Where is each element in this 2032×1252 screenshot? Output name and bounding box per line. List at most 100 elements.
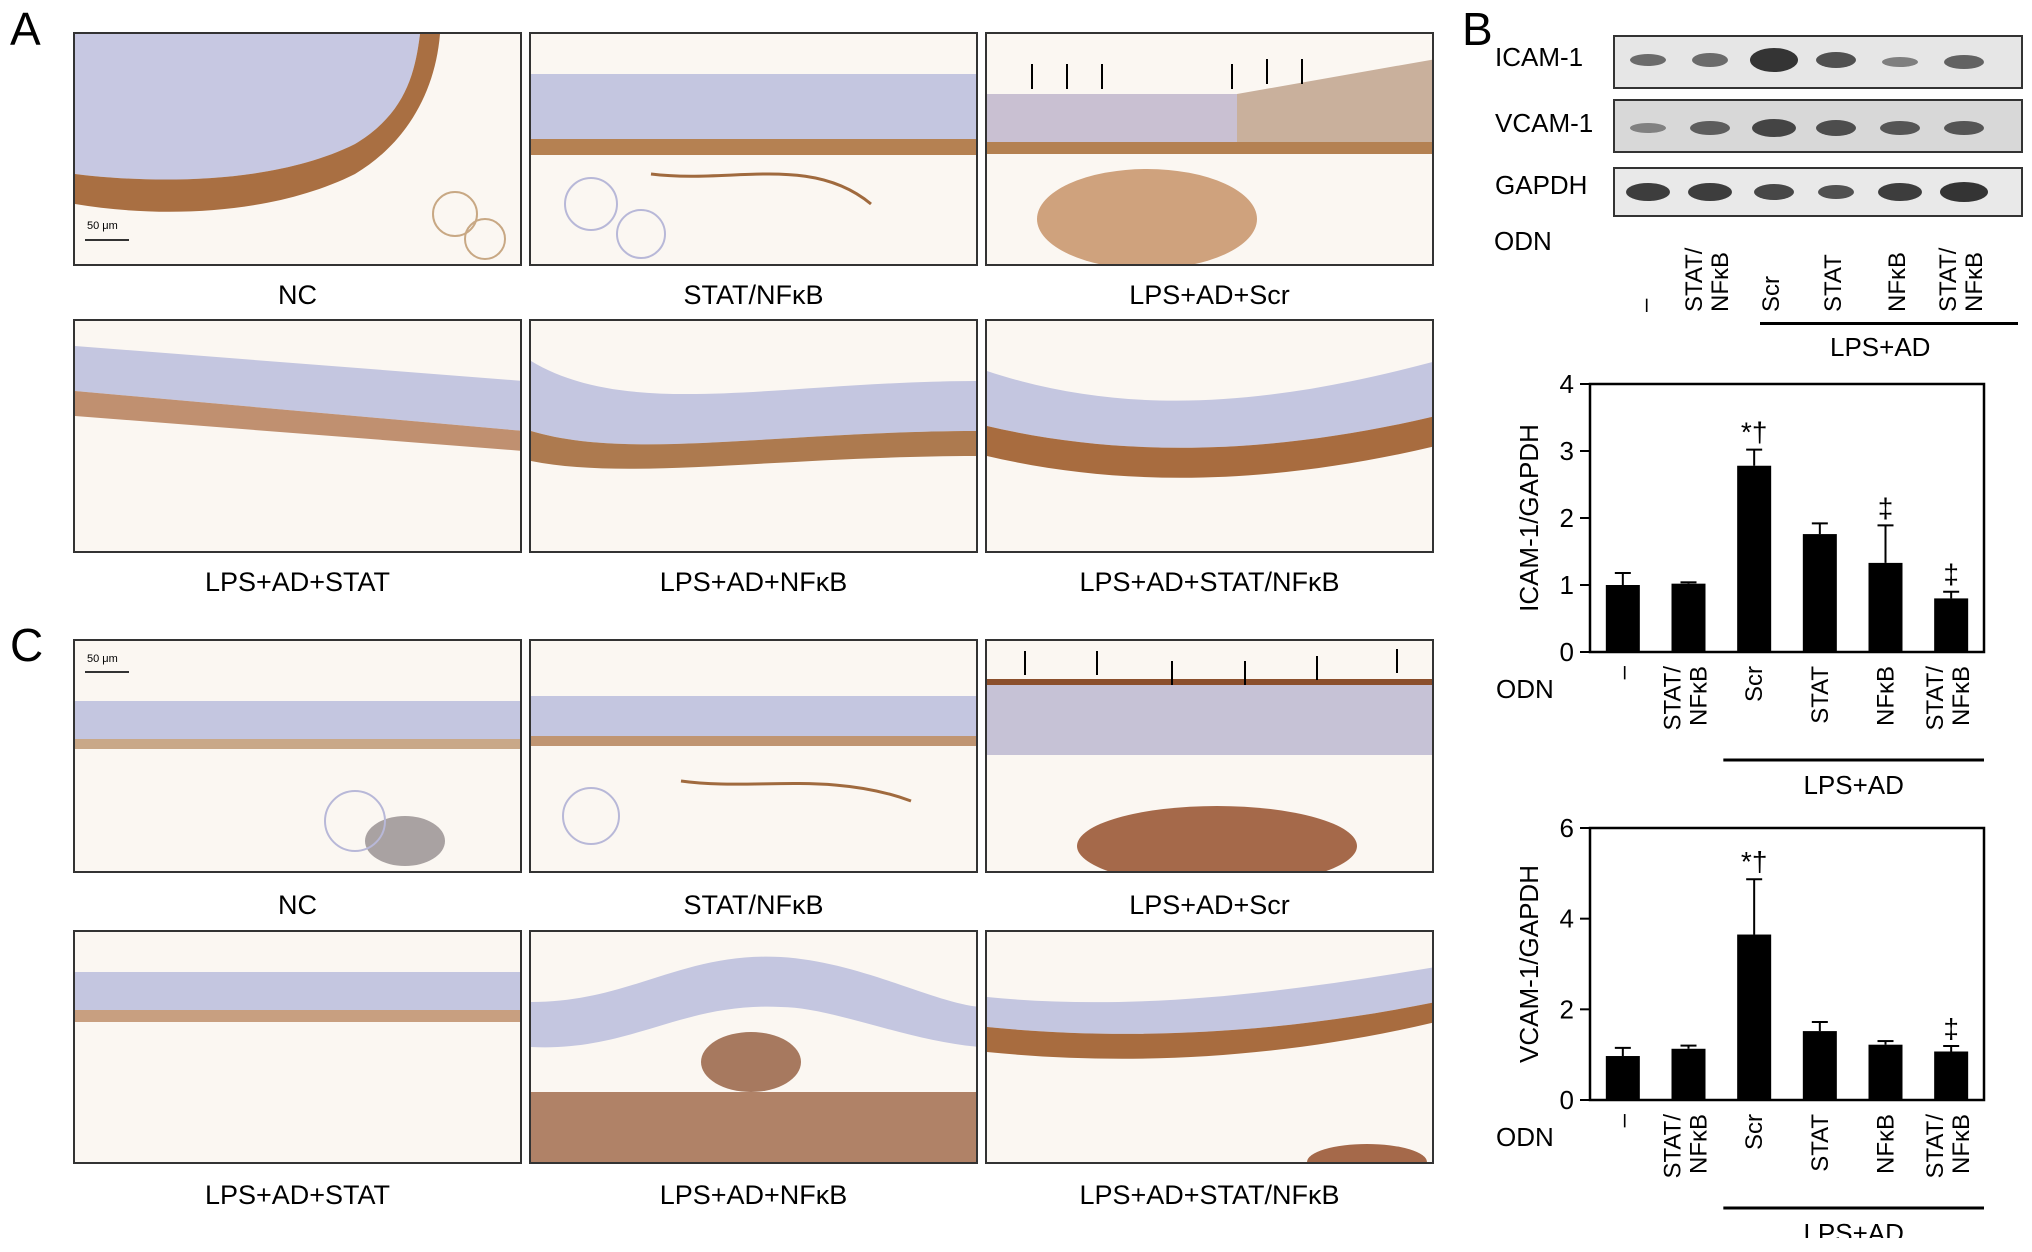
odn-label: ODN (1496, 1122, 1554, 1152)
y-tick-label: 0 (1560, 1085, 1574, 1115)
x-tick-label-line: STAT/ (1922, 666, 1949, 731)
scale-bar-label: 50 μm (87, 220, 118, 232)
x-tick-label-line: NFκB (1686, 1114, 1713, 1174)
y-tick-label: 4 (1560, 904, 1574, 934)
histology-texture (531, 74, 976, 259)
x-tick-label: STAT/NFκB (1922, 666, 1975, 731)
x-tick-label-line: NFκB (1948, 1114, 1975, 1174)
x-tick-label-line: STAT (1807, 666, 1834, 724)
western-blot (1613, 35, 2023, 217)
y-axis-label: ICAM-1/GAPDH (1514, 424, 1544, 612)
caption-a-5: LPS+AD+NFκB (659, 567, 848, 597)
histology-texture (987, 967, 1432, 1162)
y-tick-label: 2 (1560, 994, 1574, 1024)
vcam-bar-chart: 0 2 4 6 VCAM-1/GAPDH – STAT/NFκB *† Scr STAT NFκB ‡… (1496, 818, 1986, 1238)
x-tick-label: Scr (1741, 1114, 1768, 1150)
y-tick-label: 1 (1560, 570, 1574, 600)
histology-texture (531, 361, 976, 469)
panel-label-c: C (10, 619, 44, 671)
histology-texture (531, 696, 976, 845)
x-tick-label-line: STAT/ (1922, 1114, 1949, 1179)
bar (1868, 1044, 1903, 1100)
caption-a-1: NC (278, 280, 317, 310)
histology-texture (75, 346, 520, 451)
odn-label: ODN (1496, 674, 1554, 704)
x-tick-label: – (1610, 1113, 1637, 1127)
x-tick-label-line: STAT/ (1660, 666, 1687, 731)
blot-label-vcam1: VCAM-1 (1495, 108, 1594, 138)
histology-texture (987, 362, 1432, 478)
x-tick-label-line: – (1610, 665, 1637, 679)
caption-c-2: STAT/NFκB (683, 890, 824, 920)
x-tick-label: STAT/NFκB (1660, 1114, 1713, 1179)
icam-bar-chart: 0 1 2 3 4 ICAM-1/GAPDH – STAT/NFκB *† Scr STAT ‡ NFκ… (1496, 369, 1986, 800)
histology-image-c-lps-ad-stat (73, 930, 522, 1164)
x-tick-label: STAT/NFκB (1660, 666, 1713, 731)
histology-image-c-lps-ad-nfkb (529, 930, 978, 1164)
caption-c-4: LPS+AD+STAT (204, 1180, 391, 1210)
blot-lane-label: STAT/NFκB (1935, 247, 1988, 312)
x-tick-label-line: STAT/ (1660, 1114, 1687, 1179)
blot-lane-label: NFκB (1884, 252, 1911, 312)
histology-image-a-nc: 50 μm (73, 32, 522, 266)
x-tick-label: Scr (1741, 666, 1768, 702)
panel-label-b: B (1462, 3, 1493, 55)
x-tick-label: STAT/NFκB (1922, 1114, 1975, 1179)
histology-image-a-lps-ad-stat (73, 319, 522, 553)
bar (1802, 534, 1837, 652)
y-tick-label: 0 (1560, 637, 1574, 667)
plot-frame (1588, 382, 1986, 654)
y-tick-label: 6 (1560, 818, 1574, 843)
histology-texture (75, 701, 520, 866)
blot-lane-label: – (1632, 298, 1659, 312)
x-tick-label-line: NFκB (1948, 666, 1975, 726)
histology-image-a-lps-ad-scr (985, 32, 1434, 266)
scale-bar (85, 239, 129, 241)
x-tick-label: NFκB (1873, 1114, 1900, 1174)
histology-texture (531, 956, 976, 1162)
caption-c-6: LPS+AD+STAT/NFκB (1079, 1180, 1340, 1210)
histology-texture (987, 59, 1432, 264)
y-tick-label: 2 (1560, 503, 1574, 533)
group-label-blot: LPS+AD (1830, 332, 1931, 362)
y-tick-label: 4 (1560, 369, 1574, 399)
panel-label-a: A (10, 3, 41, 55)
histology-image-a-lps-ad-stat-nfkb (985, 319, 1434, 553)
bar (1802, 1031, 1837, 1100)
bar (1605, 1056, 1640, 1100)
x-tick-label-line: NFκB (1686, 666, 1713, 726)
y-axis-label: VCAM-1/GAPDH (1514, 865, 1544, 1063)
caption-c-1: NC (278, 890, 317, 920)
histology-texture (75, 972, 520, 1022)
histology-image-c-lps-ad-scr (985, 639, 1434, 873)
x-tick-label-line: – (1610, 1113, 1637, 1127)
histology-image-c-nc: 50 μm (73, 639, 522, 873)
caption-a-4: LPS+AD+STAT (204, 567, 391, 597)
histology-texture (75, 34, 506, 260)
blot-lane-label: STAT (1820, 254, 1847, 312)
x-tick-label: – (1610, 665, 1637, 679)
x-tick-label-line: STAT (1807, 1114, 1834, 1172)
scale-bar-label: 50 μm (87, 653, 118, 665)
significance-marker: *† (1741, 846, 1767, 877)
group-label: LPS+AD (1803, 770, 1903, 800)
odn-label-blot: ODN (1494, 226, 1552, 256)
blot-label-gapdh: GAPDH (1495, 170, 1588, 200)
x-tick-label: STAT (1807, 666, 1834, 724)
bar (1934, 598, 1969, 652)
caption-c-3: LPS+AD+Scr (1129, 890, 1290, 920)
x-tick-label-line: Scr (1741, 666, 1768, 702)
blot-label-icam1: ICAM-1 (1495, 42, 1584, 72)
bar (1737, 465, 1772, 652)
caption-a-2: STAT/NFκB (683, 280, 824, 310)
caption-a-6: LPS+AD+STAT/NFκB (1079, 567, 1340, 597)
blot-lane-label: STAT/NFκB (1681, 247, 1734, 312)
bar (1934, 1051, 1969, 1100)
bar (1737, 934, 1772, 1100)
x-tick-label-line: Scr (1741, 1114, 1768, 1150)
x-tick-label-line: NFκB (1873, 666, 1900, 726)
x-tick-label-line: NFκB (1873, 1114, 1900, 1174)
significance-marker: *† (1741, 417, 1767, 448)
histology-image-a-lps-ad-nfkb (529, 319, 978, 553)
group-line-blot (1760, 322, 2018, 325)
